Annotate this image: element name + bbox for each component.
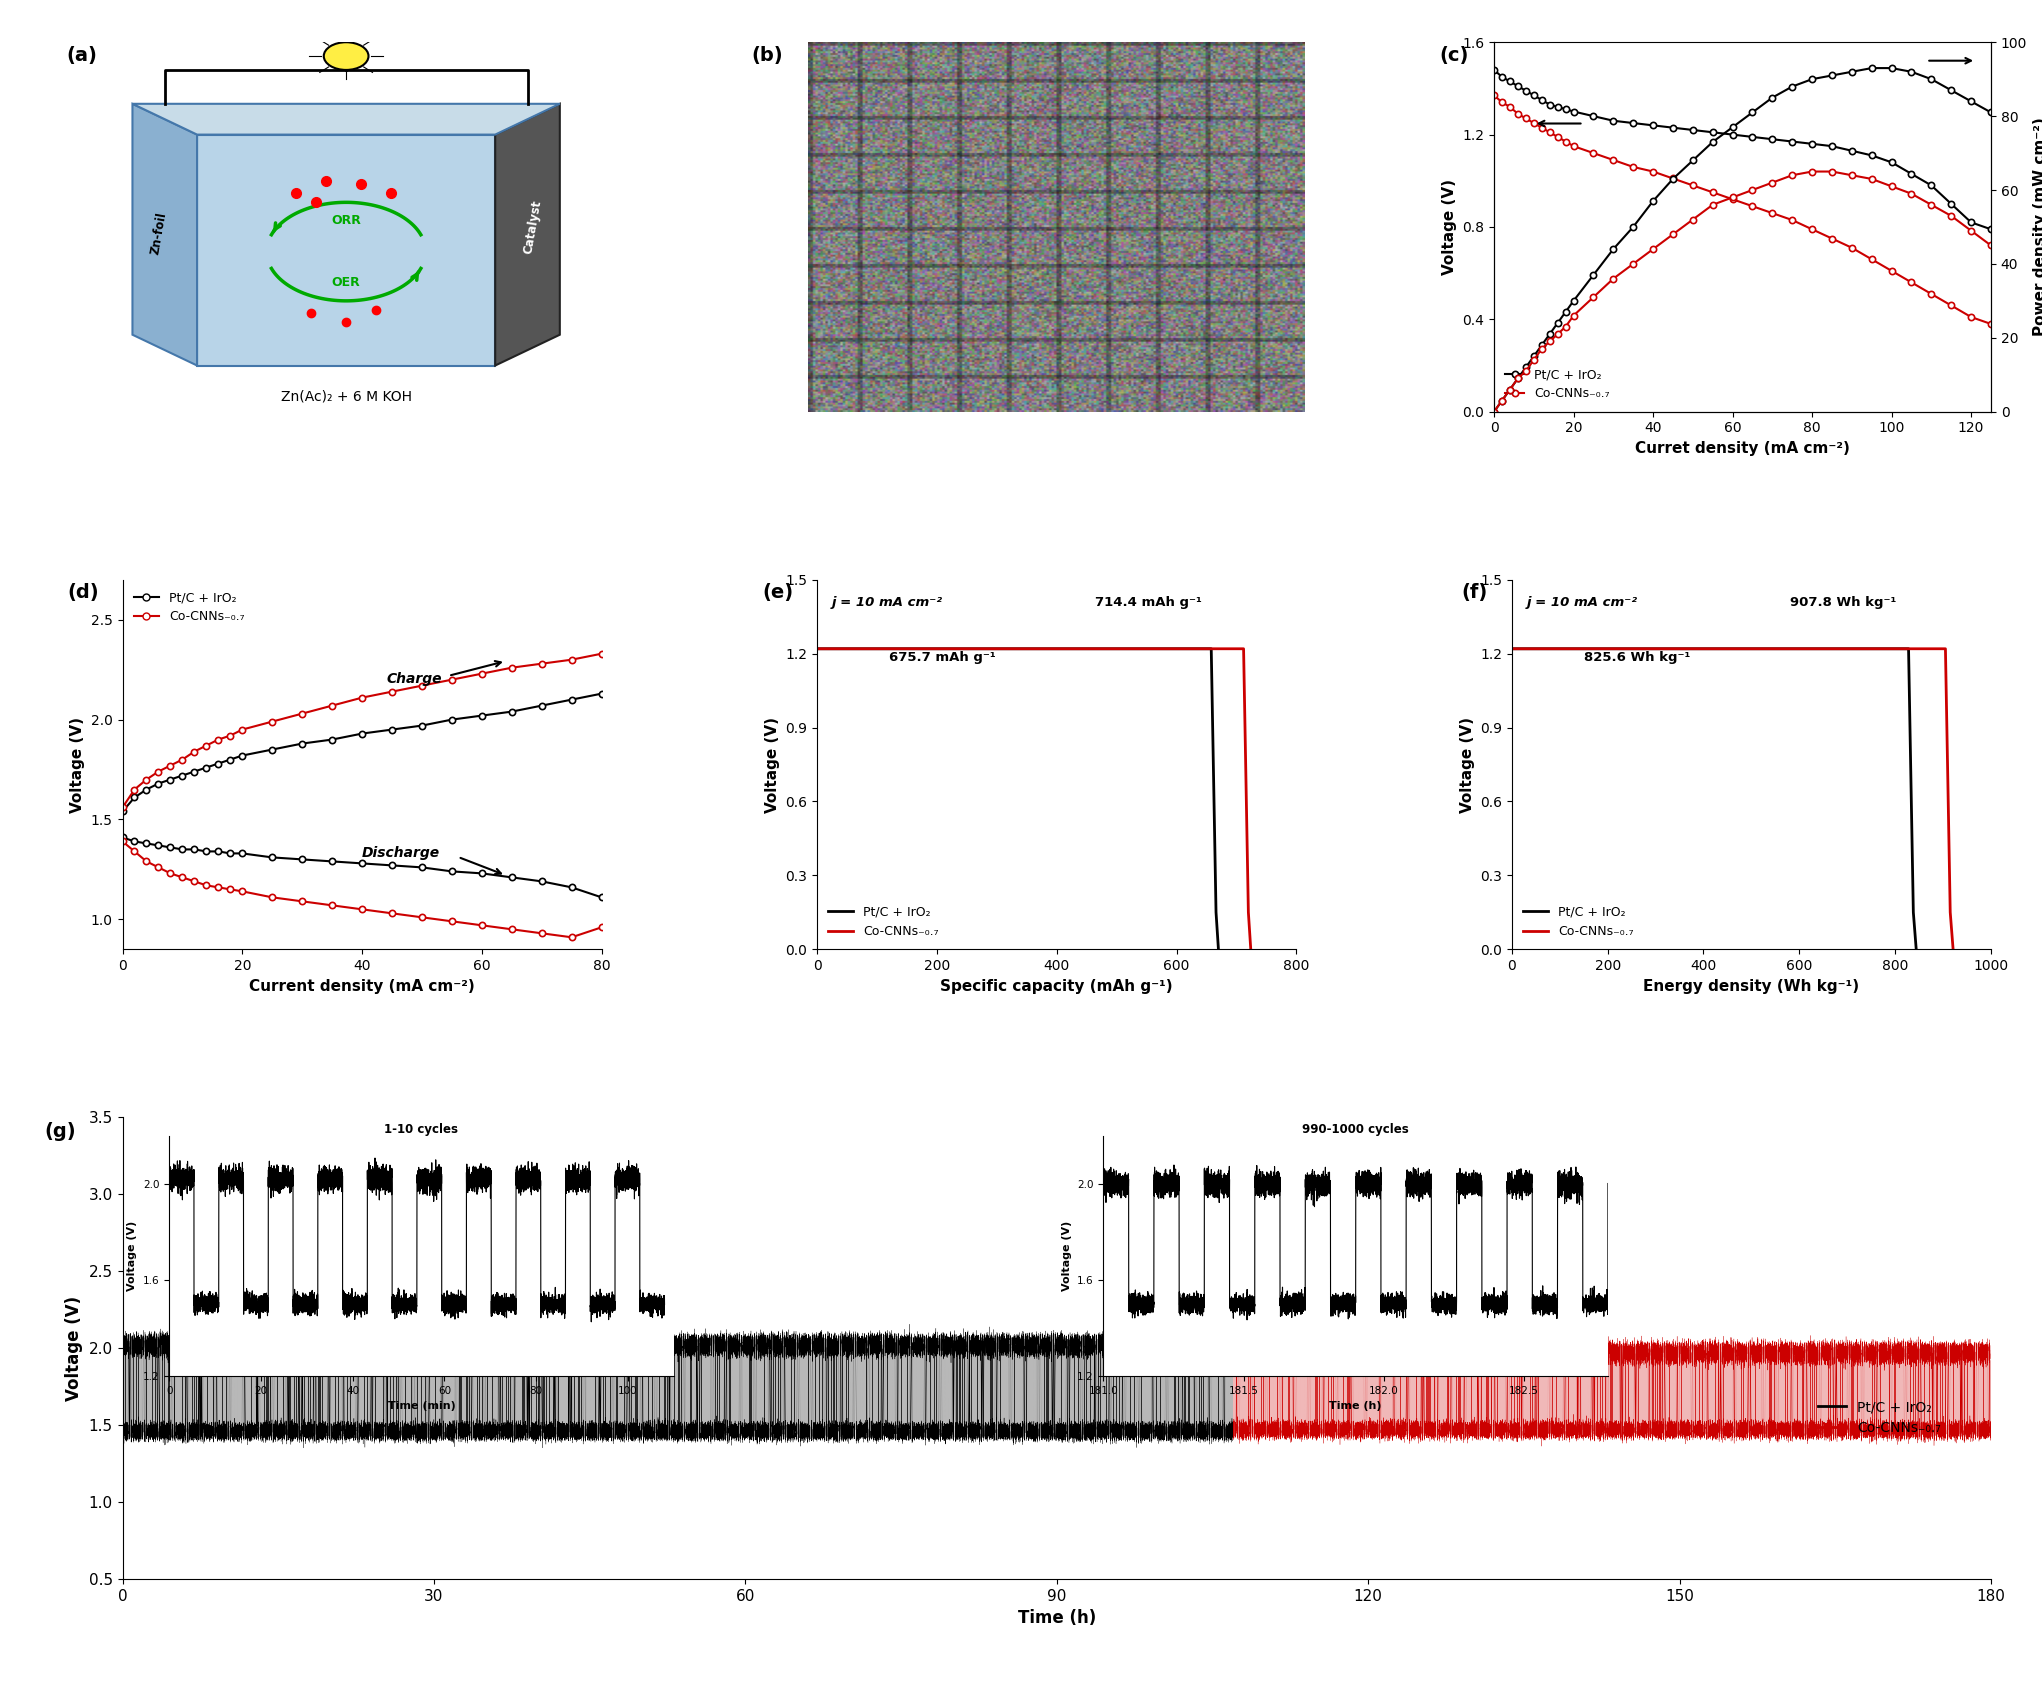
Polygon shape (133, 103, 560, 135)
X-axis label: Energy density (Wh kg⁻¹): Energy density (Wh kg⁻¹) (1644, 978, 1860, 993)
Text: 714.4 mAh g⁻¹: 714.4 mAh g⁻¹ (1095, 596, 1203, 608)
Text: j = 10 mA cm⁻²: j = 10 mA cm⁻² (1525, 596, 1638, 608)
Y-axis label: Voltage (V): Voltage (V) (65, 1295, 84, 1400)
Legend: Pt/C + IrO₂, Co-CNNs₋₀.₇: Pt/C + IrO₂, Co-CNNs₋₀.₇ (1517, 900, 1640, 942)
Polygon shape (496, 103, 560, 365)
Text: 675.7 mAh g⁻¹: 675.7 mAh g⁻¹ (888, 650, 996, 664)
Text: Zn(Ac)₂ + 6 M KOH: Zn(Ac)₂ + 6 M KOH (280, 388, 412, 404)
Text: (a): (a) (67, 46, 98, 64)
Y-axis label: Power density (mW cm⁻²): Power density (mW cm⁻²) (2032, 118, 2042, 336)
Y-axis label: Voltage (V): Voltage (V) (1442, 179, 1456, 275)
Text: (c): (c) (1440, 46, 1468, 64)
X-axis label: Time (h): Time (h) (1017, 1610, 1097, 1628)
X-axis label: Curret density (mA cm⁻²): Curret density (mA cm⁻²) (1636, 441, 1850, 456)
Polygon shape (133, 103, 198, 365)
Text: (f): (f) (1462, 583, 1489, 603)
Polygon shape (198, 135, 496, 365)
Text: Discharge: Discharge (361, 846, 441, 860)
Text: (e): (e) (762, 583, 792, 603)
Legend: Pt/C + IrO₂, Co-CNNs₋₀.₇: Pt/C + IrO₂, Co-CNNs₋₀.₇ (129, 586, 249, 628)
Y-axis label: Voltage (V): Voltage (V) (1460, 716, 1474, 812)
X-axis label: Specific capacity (mAh g⁻¹): Specific capacity (mAh g⁻¹) (941, 978, 1172, 993)
Text: ORR: ORR (331, 215, 361, 228)
X-axis label: Current density (mA cm⁻²): Current density (mA cm⁻²) (249, 978, 476, 993)
Text: (b): (b) (751, 46, 784, 64)
Y-axis label: Voltage (V): Voltage (V) (69, 716, 86, 812)
Text: Charge: Charge (386, 672, 441, 686)
Text: 907.8 Wh kg⁻¹: 907.8 Wh kg⁻¹ (1789, 596, 1897, 608)
Text: Zn-foil: Zn-foil (149, 211, 167, 255)
Legend: Pt/C + IrO₂, Co-CNNs₋₀.₇: Pt/C + IrO₂, Co-CNNs₋₀.₇ (823, 900, 943, 942)
Legend: Pt/C + IrO₂, Co-CNNs₋₀.₇: Pt/C + IrO₂, Co-CNNs₋₀.₇ (1501, 363, 1615, 405)
Text: OER: OER (331, 275, 361, 289)
Text: 825.6 Wh kg⁻¹: 825.6 Wh kg⁻¹ (1585, 650, 1691, 664)
Text: j = 10 mA cm⁻²: j = 10 mA cm⁻² (831, 596, 943, 608)
Text: (g): (g) (45, 1121, 76, 1142)
Text: Catalyst: Catalyst (521, 199, 543, 255)
Circle shape (325, 42, 368, 69)
Y-axis label: Voltage (V): Voltage (V) (766, 716, 780, 812)
Legend: Pt/C + IrO₂, Co-CNNs₋₀.₇: Pt/C + IrO₂, Co-CNNs₋₀.₇ (1813, 1395, 1946, 1441)
Text: (d): (d) (67, 583, 98, 603)
